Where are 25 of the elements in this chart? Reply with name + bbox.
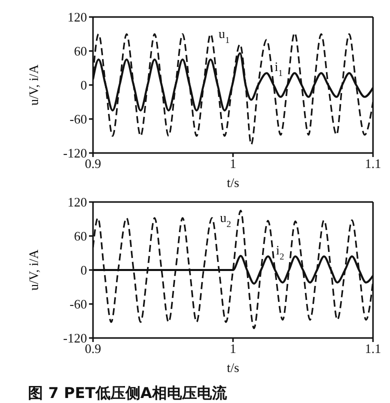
x-axis-title: t/s	[226, 360, 240, 375]
y-tick-label: 120	[68, 10, 87, 25]
y-tick-label: -60	[70, 112, 87, 127]
y-axis-title: u/V, i/A	[26, 64, 41, 106]
x-tick-label: 0.9	[84, 341, 102, 356]
y-tick-label: -120	[63, 146, 87, 161]
x-axis-title: t/s	[226, 175, 240, 190]
x-tick-label: 1.1	[364, 156, 382, 172]
x-tick-label: 1	[230, 341, 236, 356]
series-label: i$_{2}$	[276, 242, 285, 262]
y-tick-label: 0	[80, 262, 87, 278]
series-label: u$_{1}$	[218, 26, 230, 45]
y-tick-label: 120	[68, 194, 87, 210]
y-axis-title: u/V, i/A	[26, 248, 41, 290]
caption: 图 7 PET低压侧A相电压电流	[28, 384, 227, 403]
x-tick-label: 0.9	[84, 156, 102, 172]
y-tick-label: 60	[74, 228, 87, 244]
x-tick-label: 1.1	[364, 341, 382, 356]
series-label: i$_{1}$	[274, 59, 283, 78]
y-tick-label: -120	[63, 330, 87, 346]
y-tick-label: -60	[70, 296, 87, 312]
series-label: u$_{2}$	[220, 210, 232, 229]
y-tick-label: 0	[80, 78, 87, 93]
x-tick-label: 1	[230, 156, 236, 172]
y-tick-label: 60	[74, 44, 87, 59]
